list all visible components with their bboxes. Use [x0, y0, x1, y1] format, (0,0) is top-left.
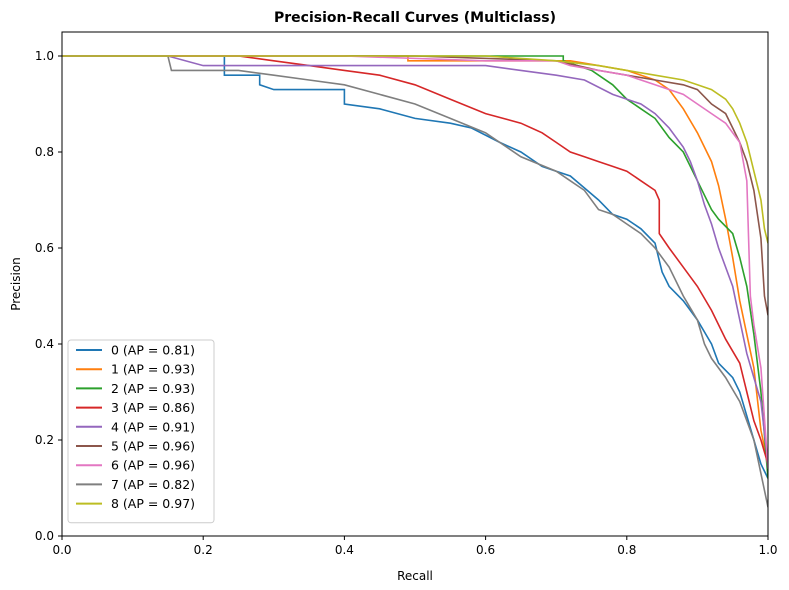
series-line-2	[62, 55, 768, 479]
legend-label-6: 6 (AP = 0.96)	[111, 458, 195, 473]
x-tick-label: 0.8	[617, 543, 636, 557]
x-tick-label: 0.4	[335, 543, 354, 557]
legend-label-3: 3 (AP = 0.86)	[111, 400, 195, 415]
x-axis-ticks: 0.0 0.2 0.4 0.6 0.8 1.0	[52, 536, 778, 557]
legend: 0 (AP = 0.81) 1 (AP = 0.93) 2 (AP = 0.93) 3…	[67, 339, 215, 524]
series-line-4	[62, 55, 768, 465]
series-line-1	[62, 55, 768, 465]
legend-box	[67, 339, 215, 524]
legend-label-4: 4 (AP = 0.91)	[111, 419, 195, 434]
legend-label-2: 2 (AP = 0.93)	[111, 381, 195, 396]
chart-title: Precision-Recall Curves (Multiclass)	[274, 10, 556, 26]
y-tick-label: 0.4	[35, 337, 54, 351]
y-axis-label: Precision	[9, 257, 23, 311]
series-group	[62, 55, 768, 508]
legend-label-0: 0 (AP = 0.81)	[111, 343, 195, 358]
y-tick-label: 0.8	[35, 145, 54, 159]
series-line-7	[62, 55, 768, 508]
x-tick-label: 1.0	[758, 543, 777, 557]
x-tick-label: 0.6	[476, 543, 495, 557]
legend-label-1: 1 (AP = 0.93)	[111, 362, 195, 377]
y-tick-label: 0.2	[35, 433, 54, 447]
legend-label-8: 8 (AP = 0.97)	[111, 496, 195, 511]
series-line-3	[62, 55, 768, 465]
y-tick-label: 1.0	[35, 49, 54, 63]
y-axis-ticks: 0.0 0.2 0.4 0.6 0.8 1.0	[35, 49, 62, 543]
x-tick-label: 0.2	[194, 543, 213, 557]
x-tick-label: 0.0	[52, 543, 71, 557]
series-line-0	[62, 55, 768, 479]
y-tick-label: 0.0	[35, 529, 54, 543]
series-line-8	[62, 55, 768, 244]
y-tick-label: 0.6	[35, 241, 54, 255]
x-axis-label: Recall	[397, 569, 433, 583]
legend-label-7: 7 (AP = 0.82)	[111, 477, 195, 492]
axes-frame	[61, 31, 769, 537]
legend-label-5: 5 (AP = 0.96)	[111, 439, 195, 454]
